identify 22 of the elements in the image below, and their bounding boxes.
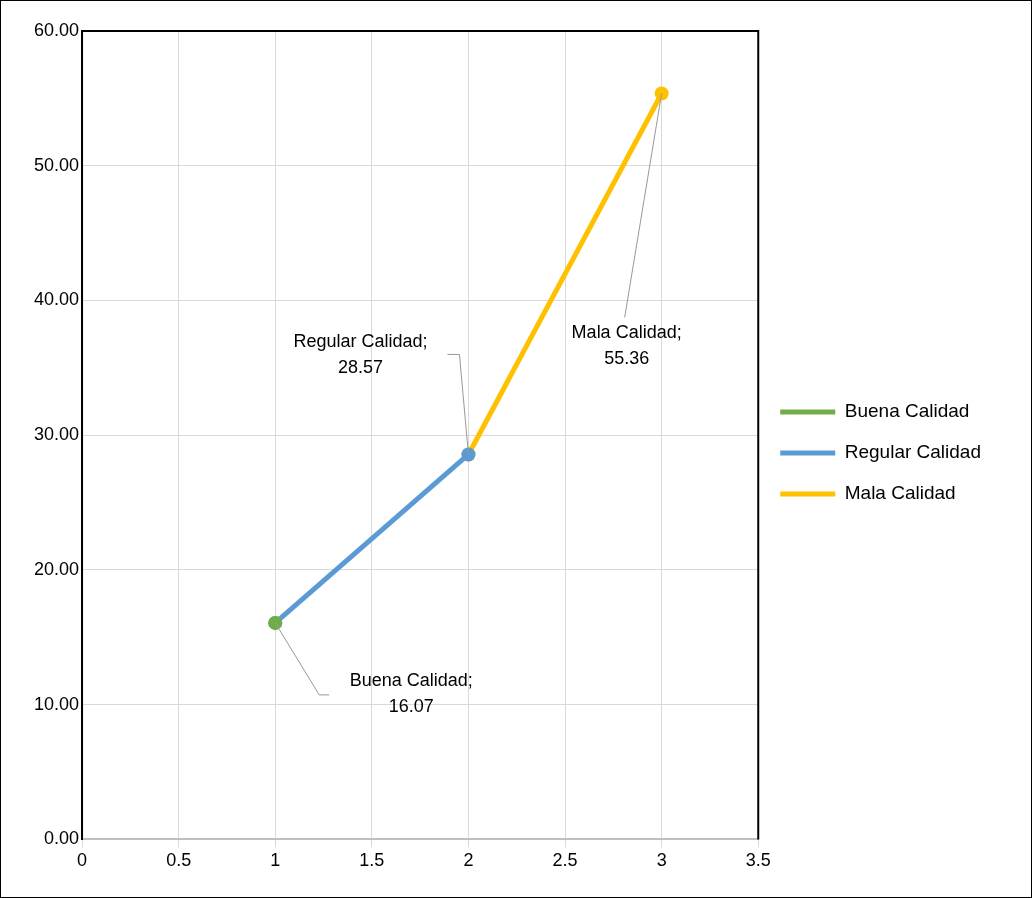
data-label: Buena Calidad; 16.07 — [349, 669, 473, 716]
data-label: Mala Calidad; 55.36 — [571, 322, 682, 369]
legend-label: Buena Calidad — [844, 400, 970, 422]
x-tick-label: 1 — [270, 850, 281, 871]
x-tick-label: 2.5 — [552, 850, 578, 871]
y-tick-label: 40.00 — [34, 289, 80, 310]
y-tick-label: 30.00 — [34, 424, 80, 445]
x-tick-label: 0.5 — [166, 850, 192, 871]
x-tick-label: 2 — [463, 850, 474, 871]
data-label: Regular Calidad; 28.57 — [293, 331, 428, 378]
y-tick-label: 10.00 — [34, 693, 80, 714]
x-tick-label: 3.5 — [745, 850, 771, 871]
x-tick-label: 3 — [656, 850, 667, 871]
legend-label: Regular Calidad — [844, 441, 981, 463]
point — [654, 86, 669, 101]
y-tick-label: 50.00 — [34, 154, 80, 175]
y-tick-label: 60.00 — [34, 19, 80, 40]
y-tick-label: 0.00 — [44, 828, 80, 849]
legend-label: Mala Calidad — [844, 482, 956, 504]
y-tick-label: 20.00 — [34, 558, 80, 579]
x-tick-label: 1.5 — [359, 850, 385, 871]
x-tick-label: 0 — [77, 850, 88, 871]
